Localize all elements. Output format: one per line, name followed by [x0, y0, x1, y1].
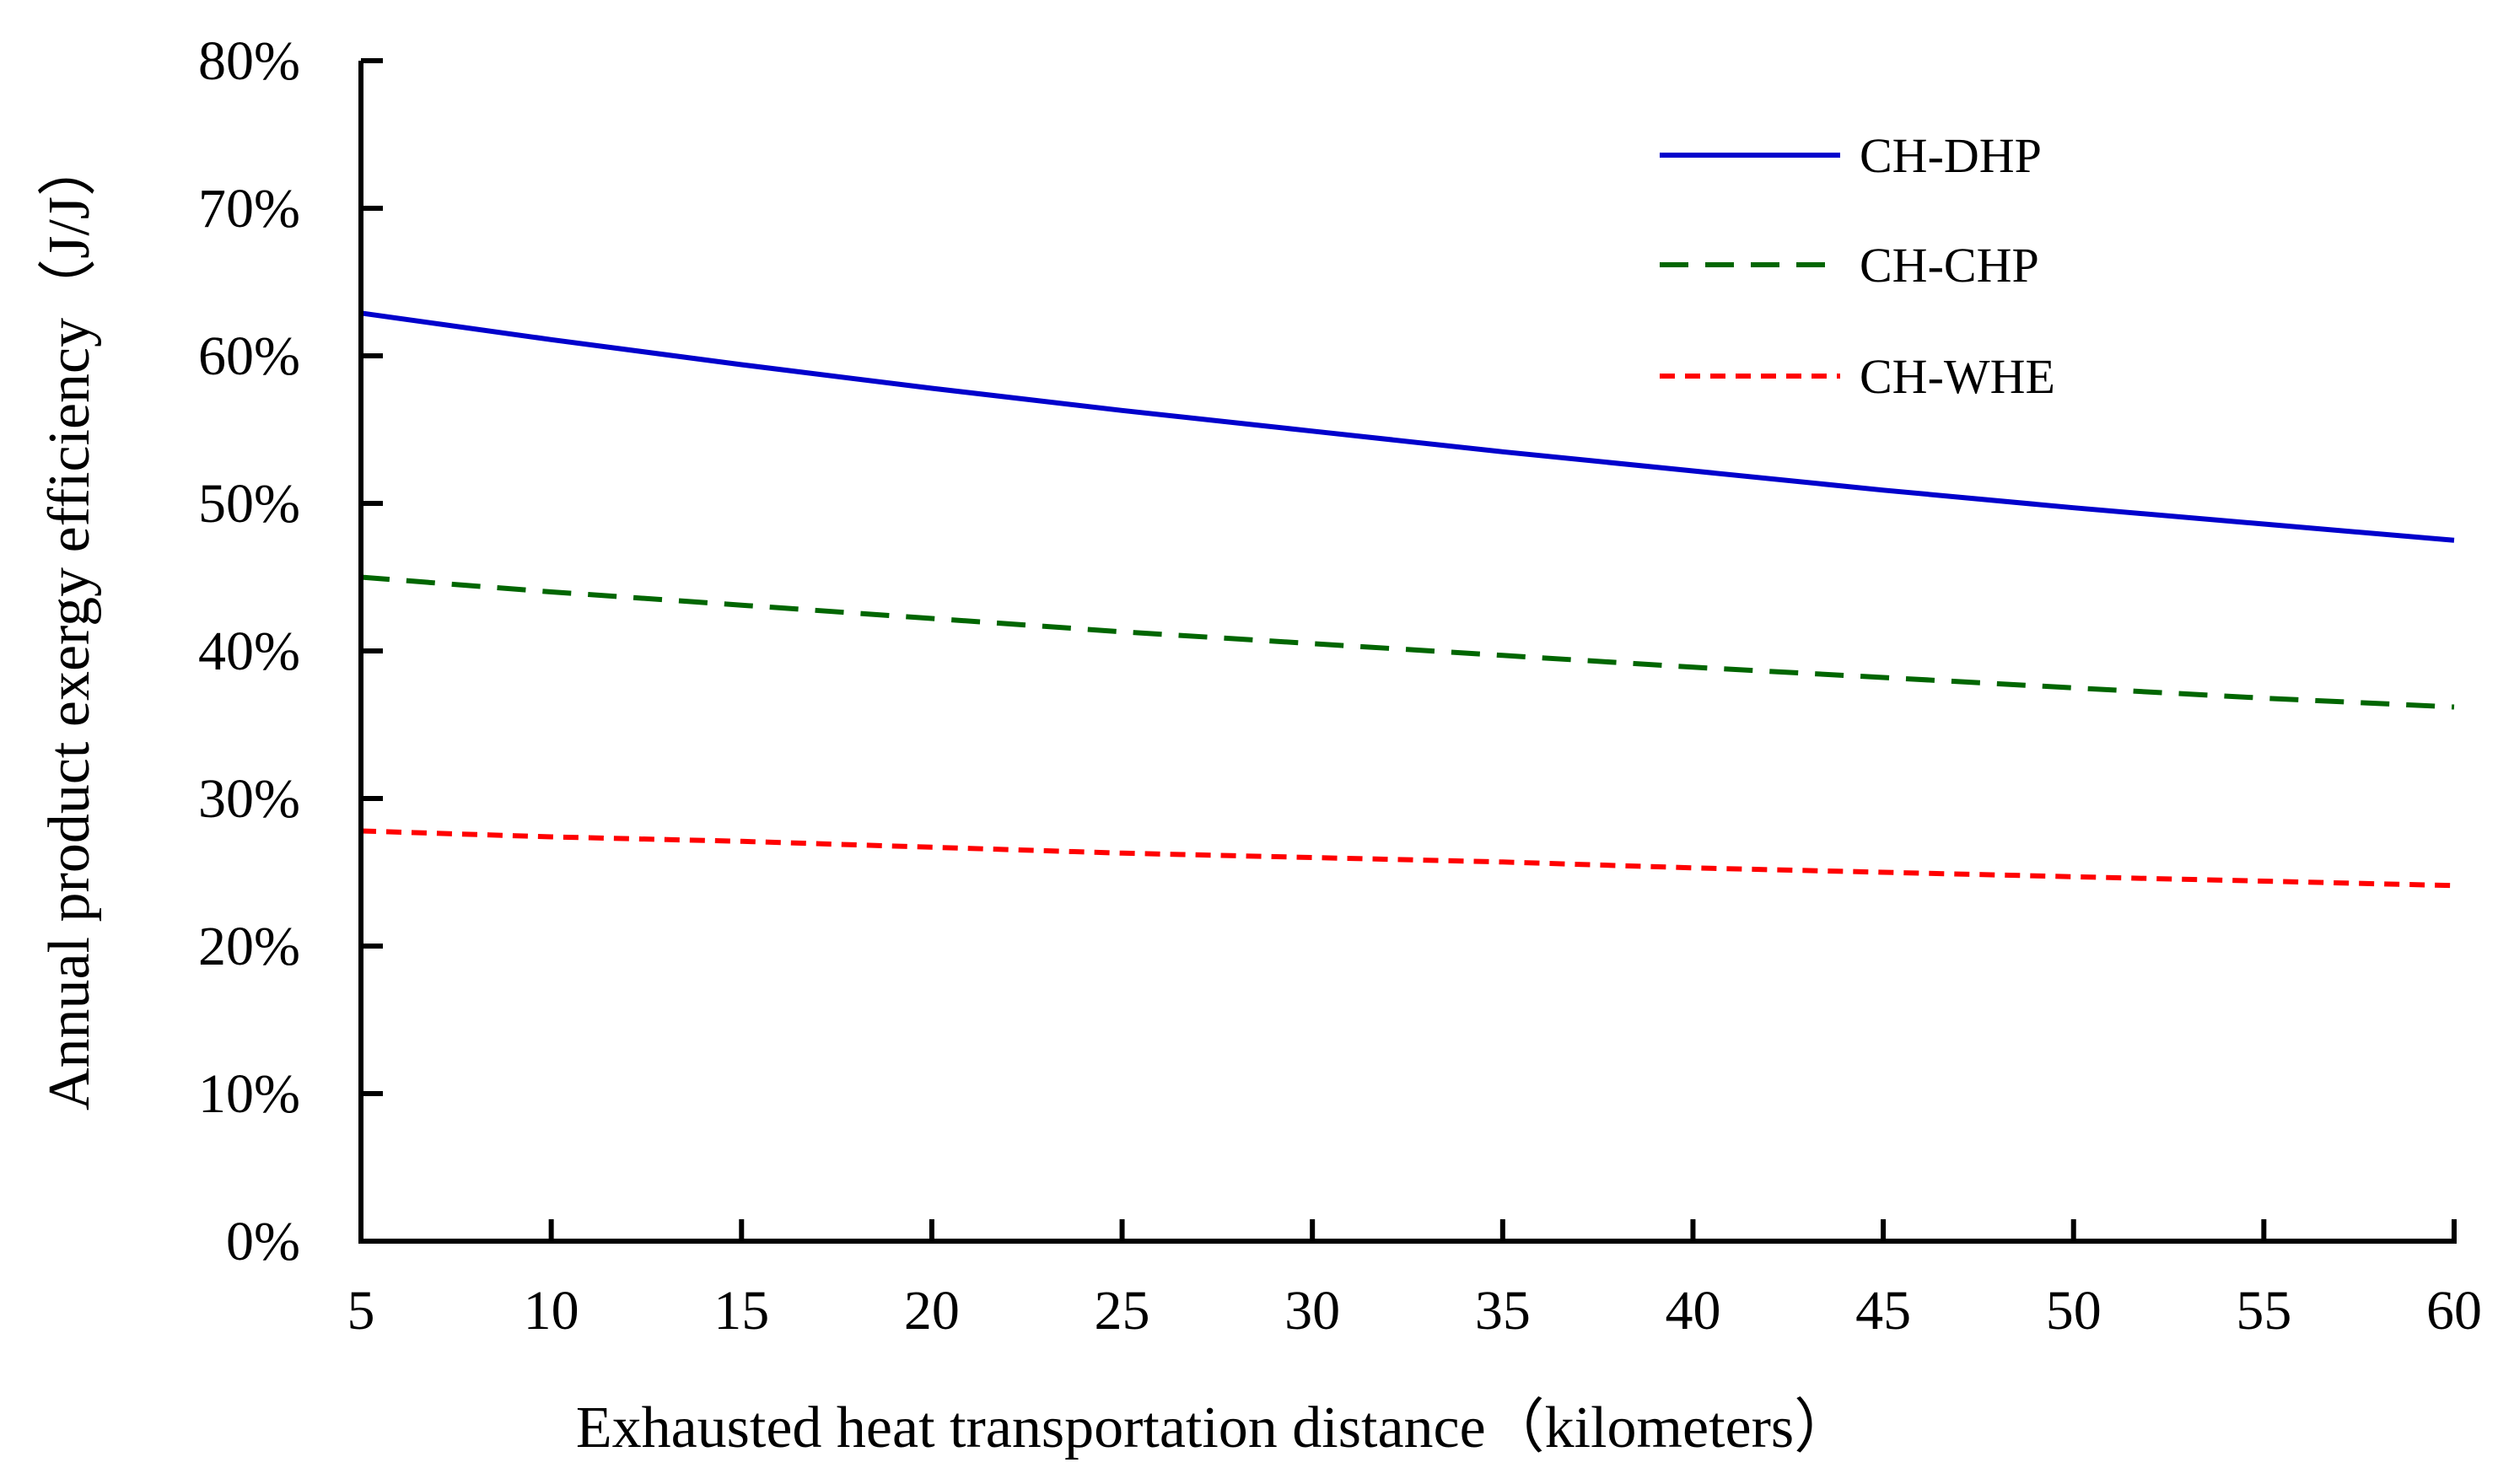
legend-label-ch-whe: CH-WHE — [1860, 349, 2055, 404]
series-lines — [360, 310, 2455, 889]
x-tick-label: 45 — [1855, 1280, 1911, 1342]
x-tick-label: 5 — [347, 1280, 375, 1342]
series-line-ch-whe — [360, 828, 2455, 889]
x-tick-label: 35 — [1475, 1280, 1531, 1342]
y-tick-label: 0% — [226, 1211, 300, 1272]
x-axis-title: Exhausted heat transportation distance（k… — [576, 1395, 1853, 1460]
y-tick-label: 30% — [198, 768, 300, 830]
y-tick-label: 40% — [198, 621, 300, 682]
y-axis-title: Annual product exergy efficiency（J/J） — [37, 137, 102, 1110]
y-tick-label: 20% — [198, 916, 300, 977]
y-tick-label: 70% — [198, 178, 300, 239]
legend-label-ch-chp: CH-CHP — [1860, 238, 2039, 293]
x-tick-label: 10 — [524, 1280, 579, 1342]
x-tick-label: 40 — [1665, 1280, 1720, 1342]
legend: CH-DHP CH-CHP CH-WHE — [1660, 128, 2055, 404]
x-tick-label: 55 — [2236, 1280, 2291, 1342]
x-tick-label: 25 — [1095, 1280, 1150, 1342]
x-tick-label: 20 — [904, 1280, 960, 1342]
y-tick-label: 10% — [198, 1063, 300, 1125]
series-line-ch-dhp — [360, 310, 2455, 543]
x-tick-label: 50 — [2046, 1280, 2102, 1342]
legend-label-ch-dhp: CH-DHP — [1860, 128, 2042, 183]
y-tick-label: 60% — [198, 325, 300, 387]
series-line-ch-chp — [360, 574, 2455, 710]
y-tick-label: 50% — [198, 473, 300, 535]
x-axis-ticks: 5 10 15 20 25 30 35 40 45 50 55 60 — [347, 1219, 2482, 1342]
x-tick-label: 60 — [2426, 1280, 2482, 1342]
y-axis-ticks: 0% 10% 20% 30% 40% 50% 60% 70% 80% — [198, 30, 383, 1272]
x-tick-label: 30 — [1284, 1280, 1340, 1342]
y-tick-label: 80% — [198, 30, 300, 92]
x-tick-label: 15 — [713, 1280, 769, 1342]
